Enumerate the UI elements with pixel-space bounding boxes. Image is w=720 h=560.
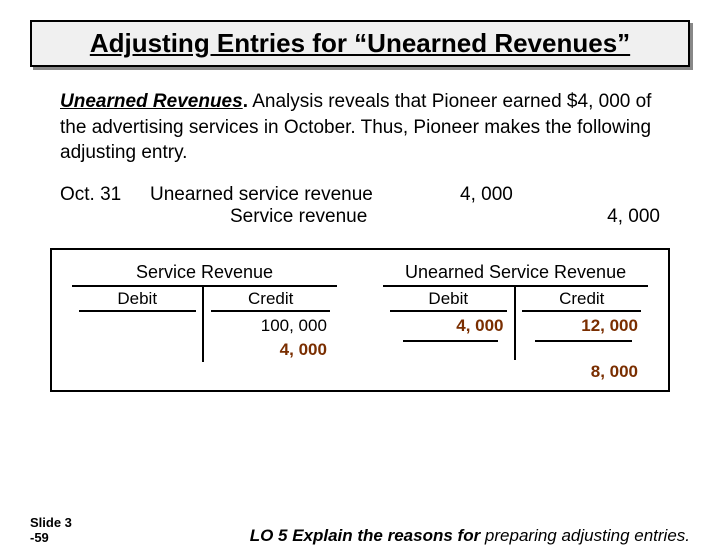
t-debit-cell — [72, 338, 204, 362]
t-account-title: Unearned Service Revenue — [383, 262, 648, 283]
t-entry-row: 4, 000 12, 000 — [383, 314, 648, 338]
learning-objective: LO 5 Explain the reasons for preparing a… — [250, 526, 690, 546]
t-credit-header: Credit — [204, 287, 336, 314]
journal-debit-account: Unearned service revenue — [150, 184, 460, 206]
t-subtotal-row — [383, 338, 648, 360]
lo-rest: preparing adjusting entries. — [485, 526, 690, 545]
journal-credit-line: Service revenue 4, 000 — [60, 206, 660, 228]
t-debit-header: Debit — [383, 287, 515, 314]
journal-debit-blank — [460, 206, 570, 228]
t-balance: 8, 000 — [383, 360, 648, 382]
slide-number-main: Slide 3 — [30, 515, 72, 531]
journal-date: Oct. 31 — [60, 184, 150, 206]
t-credit-header: Credit — [516, 287, 648, 314]
journal-credit-account: Service revenue — [150, 206, 460, 228]
journal-debit-line: Oct. 31 Unearned service revenue 4, 000 — [60, 184, 660, 206]
journal-date-blank — [60, 206, 150, 228]
t-credit-cell: 12, 000 — [516, 314, 648, 338]
journal-credit-blank — [570, 184, 660, 206]
t-grid: Debit Credit 100, 000 4, 000 — [72, 285, 337, 362]
lead-term: Unearned Revenues — [60, 91, 243, 112]
t-account-unearned-service-revenue: Unearned Service Revenue Debit Credit 4,… — [383, 262, 648, 382]
t-entry-row: 4, 000 — [72, 338, 337, 362]
t-debit-cell: 4, 000 — [383, 314, 515, 338]
t-header-row: Debit Credit — [383, 287, 648, 314]
slide-number-sub: -59 — [30, 530, 72, 546]
t-accounts-row: Service Revenue Debit Credit 100, 000 4,… — [72, 262, 648, 382]
t-credit-cell: 100, 000 — [204, 314, 336, 338]
t-entry-row: 100, 000 — [72, 314, 337, 338]
page-title: Adjusting Entries for “Unearned Revenues… — [90, 28, 630, 58]
body-paragraph: Unearned Revenues. Analysis reveals that… — [60, 89, 660, 166]
slide-number: Slide 3 -59 — [30, 515, 72, 546]
slide-footer: Slide 3 -59 LO 5 Explain the reasons for… — [0, 515, 720, 546]
t-debit-subline — [383, 338, 515, 360]
t-grid: Debit Credit 4, 000 12, 000 — [383, 285, 648, 360]
t-header-row: Debit Credit — [72, 287, 337, 314]
t-account-title: Service Revenue — [72, 262, 337, 283]
t-credit-subline — [516, 338, 648, 360]
journal-debit-amount: 4, 000 — [460, 184, 570, 206]
journal-credit-amount: 4, 000 — [570, 206, 660, 228]
t-account-service-revenue: Service Revenue Debit Credit 100, 000 4,… — [72, 262, 337, 382]
journal-entry: Oct. 31 Unearned service revenue 4, 000 … — [60, 184, 660, 228]
t-accounts-container: Service Revenue Debit Credit 100, 000 4,… — [50, 248, 670, 392]
lo-head: LO 5 Explain the reasons for — [250, 526, 485, 545]
t-debit-cell — [72, 314, 204, 338]
t-credit-cell: 4, 000 — [204, 338, 336, 362]
t-debit-header: Debit — [72, 287, 204, 314]
title-box: Adjusting Entries for “Unearned Revenues… — [30, 20, 690, 67]
